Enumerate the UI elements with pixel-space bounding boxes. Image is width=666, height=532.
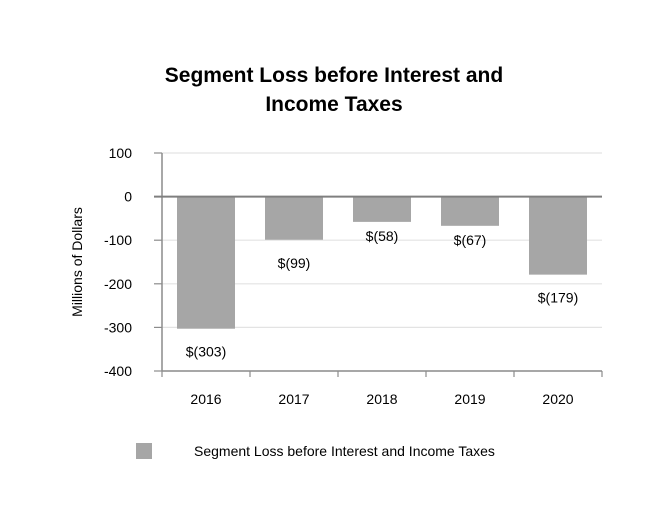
- x-tick-label: 2018: [366, 391, 397, 407]
- legend-swatch: [136, 443, 152, 459]
- y-tick-label: -300: [104, 319, 132, 335]
- bar: [529, 196, 587, 275]
- x-tick-label: 2016: [190, 391, 221, 407]
- data-label: $(58): [366, 228, 399, 244]
- y-tick-label: -100: [104, 232, 132, 248]
- y-axis-label: Millions of Dollars: [69, 207, 85, 317]
- y-tick-label: -400: [104, 363, 132, 379]
- bar: [265, 196, 323, 240]
- axes: [154, 152, 603, 377]
- legend: Segment Loss before Interest and Income …: [136, 443, 495, 459]
- x-tick-label: 2020: [542, 391, 573, 407]
- y-tick-label: 100: [109, 145, 133, 161]
- y-tick-label: 0: [124, 189, 132, 205]
- y-tick-label: -200: [104, 276, 132, 292]
- x-tick-label: 2017: [278, 391, 309, 407]
- data-label: $(99): [278, 255, 311, 271]
- data-label: $(67): [454, 232, 487, 248]
- bar: [177, 196, 235, 329]
- data-labels: $(303) $(99) $(58) $(67) $(179): [186, 228, 578, 360]
- chart-title-line-1: Segment Loss before Interest and: [165, 64, 503, 87]
- y-tick-labels: 100 0 -100 -200 -300 -400: [104, 145, 132, 379]
- bar: [441, 196, 499, 226]
- x-tick-label: 2019: [454, 391, 485, 407]
- bar-series: [177, 196, 587, 329]
- data-label: $(303): [186, 344, 226, 360]
- chart-title-line-2: Income Taxes: [265, 93, 402, 116]
- legend-label: Segment Loss before Interest and Income …: [194, 443, 495, 459]
- data-label: $(179): [538, 290, 578, 306]
- x-tick-labels: 2016 2017 2018 2019 2020: [190, 391, 573, 407]
- bar: [353, 196, 411, 222]
